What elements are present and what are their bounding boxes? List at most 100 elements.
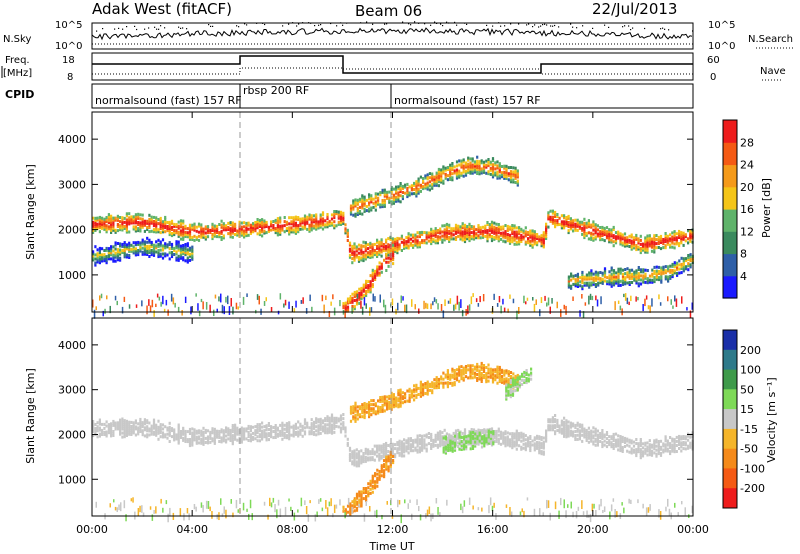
- velocity-cell: [581, 425, 584, 429]
- power-cell: [170, 221, 174, 225]
- power-cell: [410, 184, 413, 188]
- power-cell: [441, 230, 444, 234]
- power-cell: [499, 231, 503, 235]
- power-cell: [617, 273, 620, 277]
- power-cell: [392, 201, 395, 205]
- velocity-cell: [601, 443, 604, 447]
- power-cell: [491, 173, 495, 177]
- power-cell: [159, 240, 162, 244]
- power-cell: [439, 235, 442, 239]
- power-cell: [256, 220, 259, 223]
- velocity-cell: [128, 430, 131, 434]
- velocity-cell: [245, 437, 248, 441]
- power-cell: [655, 238, 658, 242]
- power-cell: [470, 225, 473, 228]
- power-speckle: [184, 296, 187, 304]
- velocity-cell: [354, 413, 357, 417]
- power-cell: [527, 241, 530, 245]
- power-cell: [657, 270, 661, 273]
- power-cell: [317, 224, 320, 228]
- velocity-cell: [96, 429, 99, 433]
- velocity-cell: [321, 419, 325, 423]
- velocity-cell: [294, 426, 297, 430]
- velocity-cell: [554, 414, 557, 417]
- power-cell: [103, 253, 106, 257]
- velocity-cell: [220, 428, 223, 432]
- power-cell: [617, 277, 620, 281]
- velocity-cell: [621, 448, 624, 451]
- power-cell: [592, 278, 595, 282]
- power-cell: [188, 225, 192, 229]
- velocity-cell: [130, 433, 133, 436]
- velocity-cell: [177, 441, 180, 445]
- velocity-cell: [134, 427, 137, 431]
- power-cell: [669, 245, 672, 249]
- velocity-cell: [495, 438, 498, 441]
- velocity-cell: [527, 440, 530, 444]
- power-cell: [141, 240, 144, 244]
- power-cell: [497, 229, 500, 233]
- power-cell: [520, 233, 523, 237]
- power-cell: [590, 275, 593, 279]
- power-cell: [191, 249, 194, 253]
- velocity-cell: [464, 375, 468, 379]
- velocity-cell: [306, 423, 309, 427]
- velocity-cell: [596, 437, 599, 441]
- power-cell: [515, 232, 518, 236]
- power-cell: [493, 229, 496, 233]
- power-cell: [623, 238, 627, 242]
- power-speckle: [344, 309, 346, 318]
- velocity-cell: [330, 431, 334, 435]
- power-cell: [671, 245, 674, 249]
- velocity-cell: [418, 446, 421, 450]
- velocity-cell: [355, 448, 358, 452]
- velocity-cell: [355, 452, 358, 456]
- velocity-cell: [351, 450, 354, 454]
- power-cell: [182, 256, 185, 260]
- power-cell: [166, 253, 169, 257]
- power-cell: [376, 244, 379, 248]
- power-cell: [370, 200, 373, 204]
- power-cell: [157, 244, 160, 248]
- velocity-cell: [110, 422, 113, 426]
- power-cell: [398, 243, 401, 247]
- velocity-cell: [326, 415, 329, 419]
- velocity-cell: [330, 413, 334, 417]
- velocity-cell: [370, 403, 373, 407]
- power-cell: [531, 233, 534, 237]
- velocity-cell: [511, 438, 514, 442]
- velocity-cell: [576, 421, 579, 425]
- power-cell: [406, 195, 409, 199]
- velocity-cell: [368, 405, 371, 409]
- power-cell: [623, 244, 627, 248]
- power-cell: [139, 225, 142, 229]
- velocity-cell: [274, 434, 277, 437]
- velocity-cell: [639, 442, 642, 445]
- power-speckle: [418, 308, 420, 314]
- velocity-cell: [315, 417, 318, 421]
- velocity-cell: [407, 439, 410, 443]
- velocity-cell: [432, 444, 435, 448]
- power-cell: [96, 260, 99, 264]
- power-cell: [274, 229, 277, 232]
- velocity-cell: [650, 453, 654, 457]
- power-cell: [344, 231, 347, 235]
- power-speckle: [549, 306, 551, 314]
- velocity-cell: [569, 429, 572, 433]
- power-cell: [231, 225, 234, 229]
- velocity-cell: [399, 400, 402, 404]
- power-cell: [128, 245, 131, 249]
- velocity-cell: [200, 431, 203, 435]
- velocity-cell: [292, 430, 295, 434]
- velocity-cell: [301, 426, 304, 430]
- power-cell: [342, 306, 345, 310]
- power-cell: [466, 229, 469, 233]
- velocity-cell: [480, 372, 483, 375]
- velocity-cell: [662, 450, 665, 454]
- velocity-cell: [249, 429, 252, 433]
- power-cell: [247, 233, 250, 237]
- power-cell: [430, 242, 433, 246]
- power-cell: [229, 227, 232, 231]
- velocity-cell: [551, 418, 554, 422]
- power-cell: [513, 242, 516, 246]
